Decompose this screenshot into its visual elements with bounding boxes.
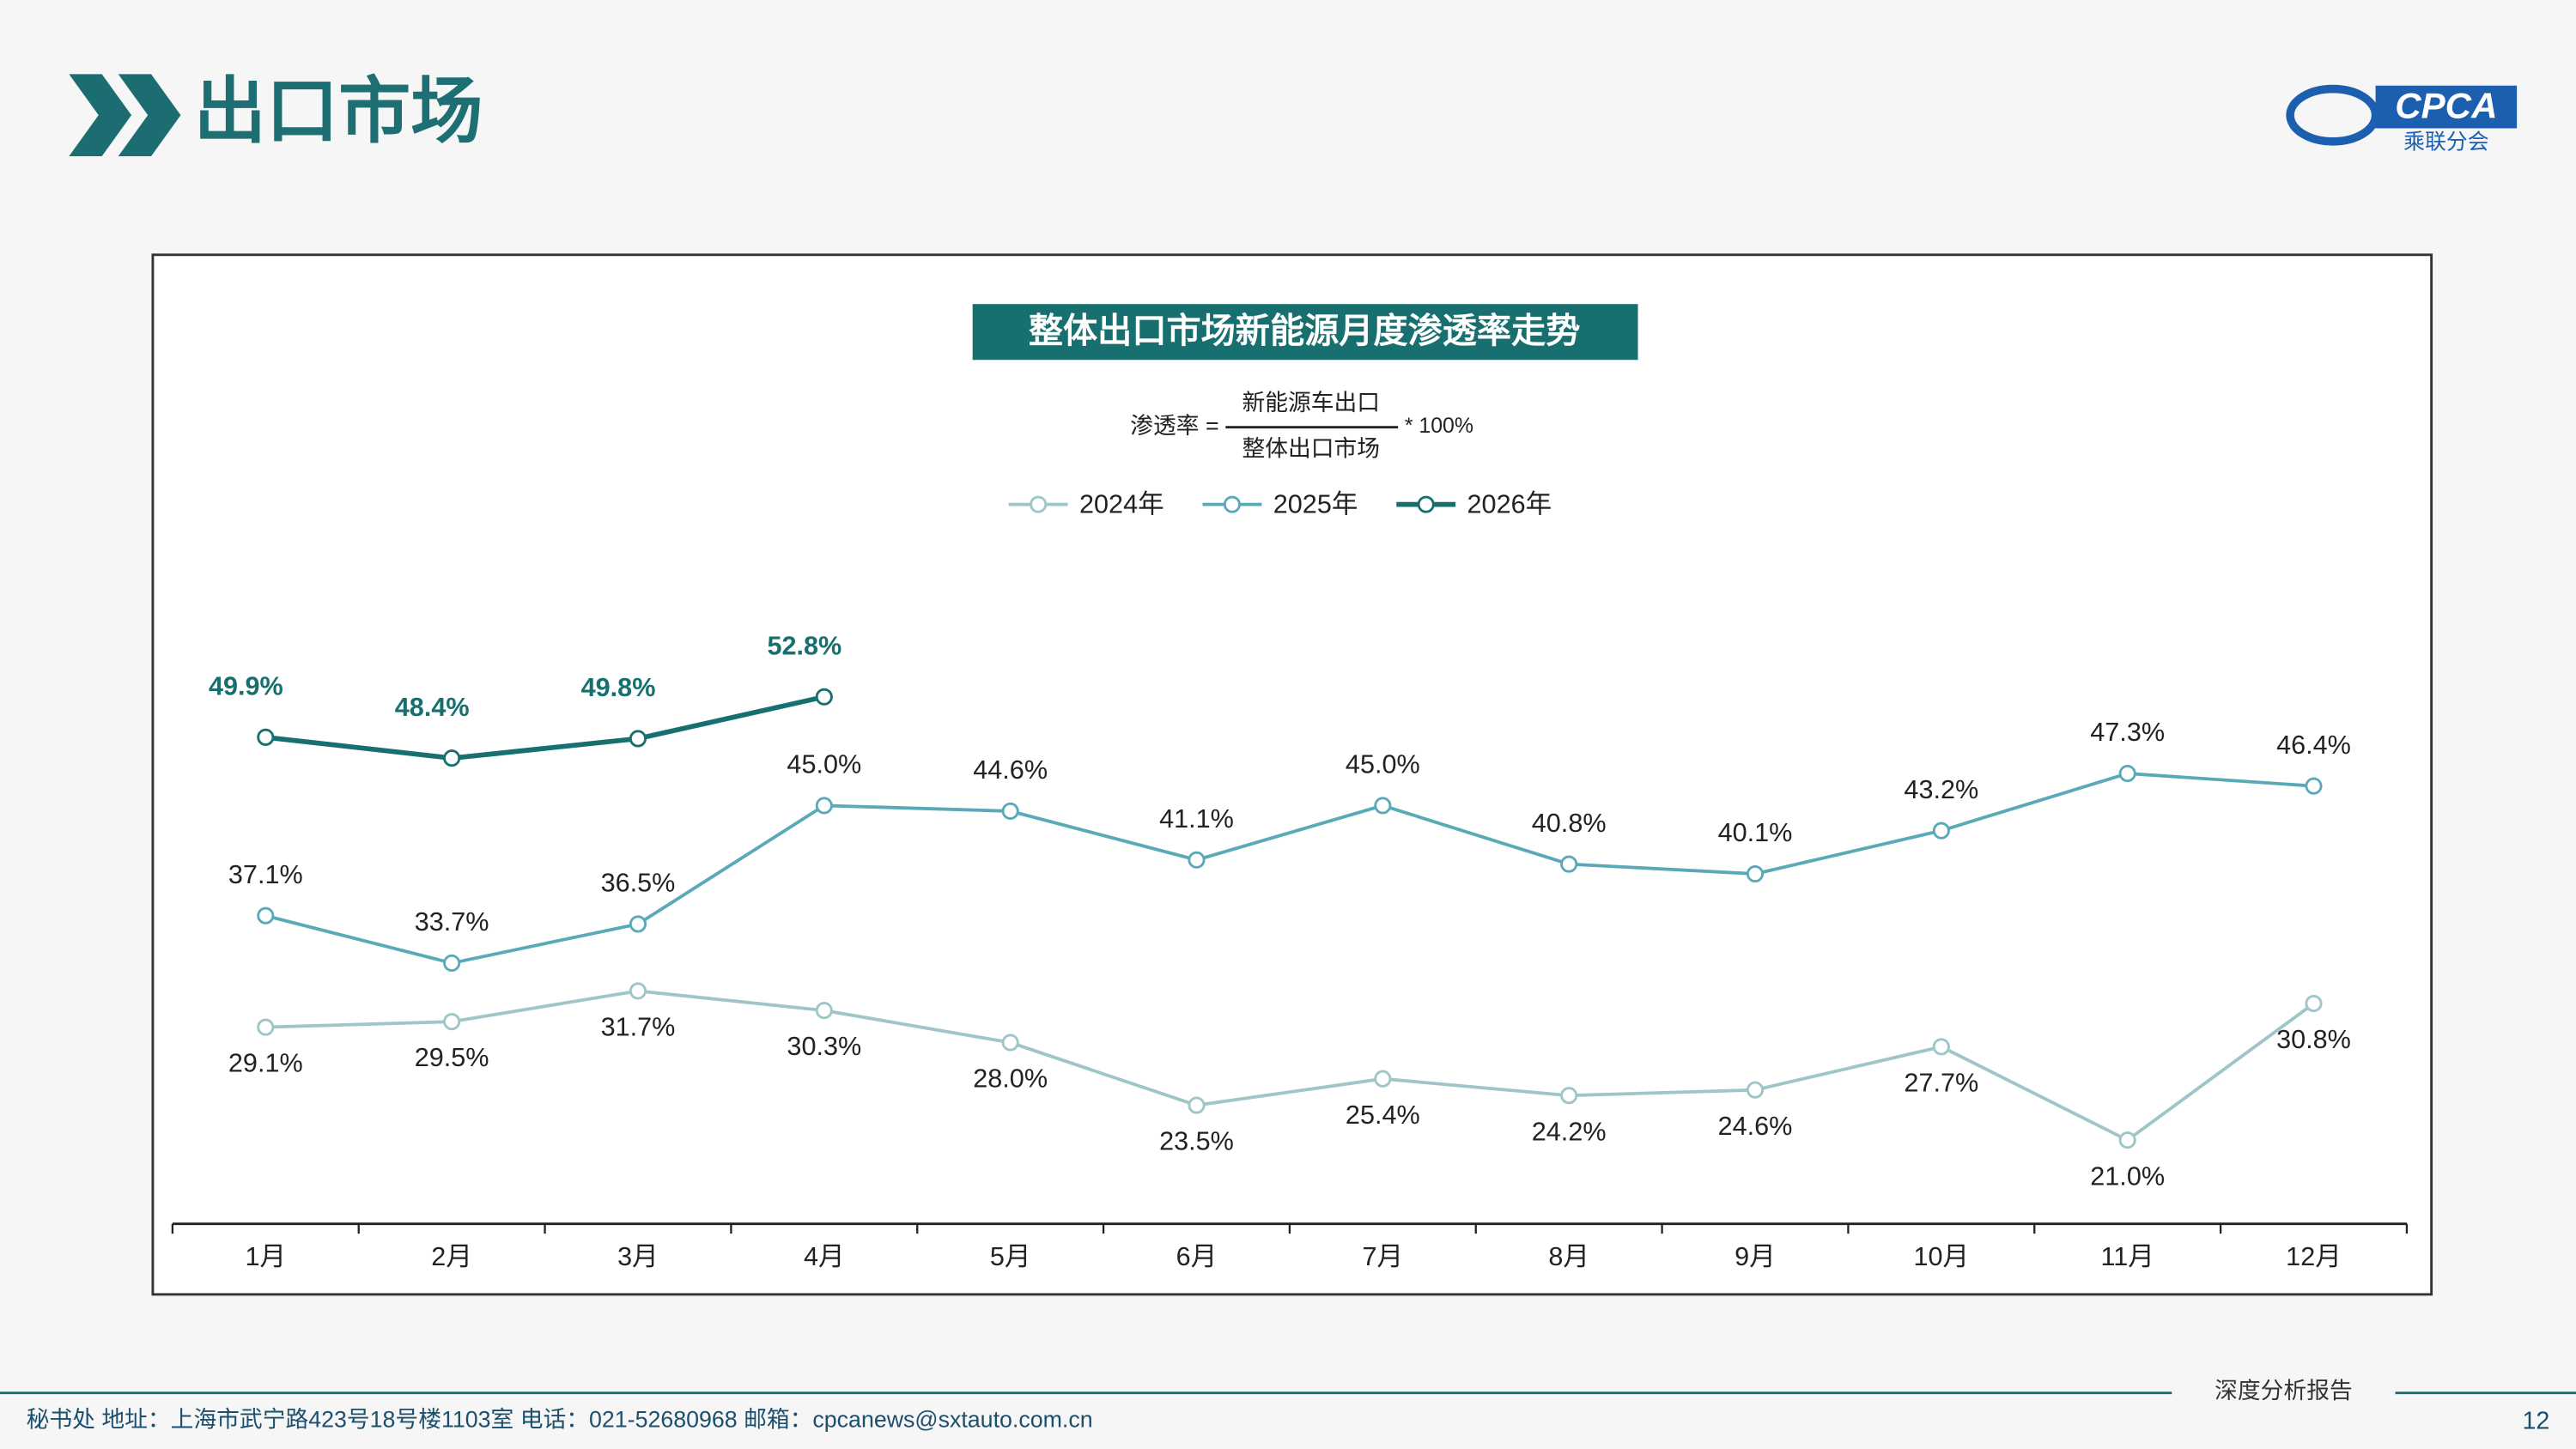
x-tick-label: 10月 — [1914, 1242, 1970, 1271]
data-label: 40.1% — [1718, 818, 1793, 847]
series-line — [264, 694, 825, 761]
x-tick-label: 1月 — [245, 1242, 286, 1271]
data-label: 49.9% — [209, 672, 283, 701]
data-label: 47.3% — [2090, 718, 2165, 747]
x-tick-label: 9月 — [1735, 1242, 1776, 1271]
data-label: 43.2% — [1904, 775, 1978, 804]
data-label: 30.8% — [2276, 1025, 2351, 1054]
x-tick-label: 11月 — [2100, 1242, 2154, 1271]
data-label: 44.6% — [973, 755, 1048, 785]
chart-title: 整体出口市场新能源月度渗透率走势 — [1029, 312, 1581, 350]
point — [1374, 1070, 1392, 1088]
data-label: 23.5% — [1159, 1127, 1234, 1156]
point — [815, 797, 833, 815]
point — [443, 749, 461, 767]
data-label: 28.0% — [973, 1064, 1048, 1094]
legend-label: 2025年 — [1273, 490, 1358, 519]
data-label: 37.1% — [228, 860, 303, 889]
data-label: 24.6% — [1718, 1112, 1793, 1141]
legend-label: 2026年 — [1467, 490, 1552, 519]
x-tick-label: 8月 — [1548, 1242, 1589, 1271]
point — [257, 906, 275, 925]
point — [2305, 777, 2323, 795]
x-tick-label: 3月 — [617, 1242, 659, 1271]
series-line — [265, 989, 2315, 1143]
series-line — [264, 772, 2314, 965]
page-title: 出口市场 — [194, 70, 483, 151]
data-label: 33.7% — [415, 907, 489, 937]
point — [1001, 1034, 1019, 1052]
point — [2305, 994, 2323, 1013]
point — [443, 954, 461, 972]
data-label: 30.3% — [787, 1032, 861, 1061]
formula-denominator: 整体出口市场 — [1242, 436, 1380, 462]
footer-report: 深度分析报告 — [2215, 1378, 2353, 1404]
x-tick-label: 7月 — [1363, 1242, 1404, 1271]
point — [815, 688, 833, 706]
logo-box — [2375, 85, 2518, 129]
x-tick-label: 2月 — [431, 1242, 472, 1271]
point — [1188, 851, 1206, 869]
point — [2118, 1131, 2136, 1149]
point — [1932, 1038, 1950, 1056]
formula-factor: * 100% — [1405, 414, 1473, 438]
point — [1560, 1087, 1578, 1105]
point — [1746, 864, 1765, 883]
point — [1932, 822, 1950, 840]
legend-label: 2024年 — [1079, 490, 1164, 519]
chevron — [69, 74, 132, 157]
data-label: 46.4% — [2276, 731, 2351, 760]
point — [1560, 855, 1578, 873]
point — [629, 730, 647, 748]
data-label: 31.7% — [601, 1013, 676, 1042]
point — [815, 1002, 833, 1020]
data-label: 29.1% — [228, 1049, 303, 1078]
data-label: 25.4% — [1346, 1100, 1420, 1130]
point — [629, 982, 647, 1000]
point — [443, 1013, 461, 1031]
data-label: 41.1% — [1159, 804, 1234, 834]
data-label: 52.8% — [767, 631, 841, 660]
data-label: 40.8% — [1532, 809, 1607, 838]
data-label: 45.0% — [1346, 750, 1420, 779]
legend-marker — [1417, 495, 1435, 513]
x-tick-label: 4月 — [804, 1242, 845, 1271]
point — [1001, 802, 1019, 820]
point — [629, 915, 647, 933]
legend-marker — [1223, 495, 1241, 513]
footer-address: 秘书处 地址：上海市武宁路423号18号楼1103室 电话：021-526809… — [27, 1406, 1093, 1432]
data-label: 49.8% — [581, 673, 656, 702]
x-tick-label: 12月 — [2286, 1242, 2342, 1271]
x-tick-label: 6月 — [1176, 1242, 1218, 1271]
point — [1746, 1081, 1765, 1099]
chart-title-box — [972, 304, 1638, 361]
data-label: 36.5% — [601, 869, 676, 898]
point — [257, 1018, 275, 1036]
data-label: 29.5% — [415, 1043, 489, 1072]
point — [1188, 1096, 1206, 1114]
data-label: 24.2% — [1532, 1117, 1607, 1146]
legend-marker — [1030, 495, 1048, 513]
data-label: 21.0% — [2090, 1161, 2165, 1191]
chevron — [118, 74, 181, 157]
point — [1374, 797, 1392, 815]
data-label: 48.4% — [395, 693, 470, 722]
page-number: 12 — [2522, 1408, 2549, 1435]
formula-left: 渗透率 = — [1130, 413, 1218, 439]
data-label: 27.7% — [1904, 1068, 1978, 1097]
logo-subtext: 乘联分会 — [2403, 130, 2488, 154]
logo-text: CPCA — [2395, 86, 2497, 126]
point — [2118, 765, 2136, 783]
point — [257, 728, 275, 746]
data-label: 45.0% — [787, 750, 861, 779]
x-tick-label: 5月 — [990, 1242, 1031, 1271]
formula-numerator: 新能源车出口 — [1242, 390, 1380, 415]
